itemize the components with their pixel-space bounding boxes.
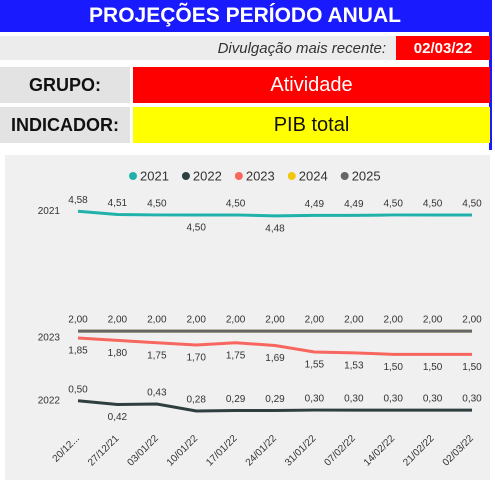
data-label: 0,29 — [226, 394, 246, 405]
data-label: 4,50 — [383, 199, 403, 210]
data-label: 1,50 — [462, 362, 482, 373]
data-label: 2,00 — [147, 315, 167, 326]
group-label: GRUPO: — [0, 67, 130, 103]
data-label: 0,42 — [108, 412, 128, 423]
data-label: 4,58 — [68, 195, 88, 206]
data-label: 4,50 — [226, 199, 246, 210]
data-label: 4,49 — [305, 199, 325, 210]
series-line — [77, 336, 472, 356]
data-label: 0,30 — [462, 394, 482, 405]
data-label: 2,00 — [226, 315, 246, 326]
data-label: 2,00 — [108, 315, 128, 326]
legend-marker — [129, 172, 137, 180]
data-label: 4,48 — [265, 224, 285, 235]
legend-label: 2021 — [140, 168, 169, 183]
chart-background — [5, 155, 490, 480]
data-label: 2,00 — [305, 315, 325, 326]
release-label: Divulgação mais recente: — [217, 39, 386, 57]
data-label: 1,69 — [265, 353, 285, 364]
data-label: 4,50 — [186, 223, 206, 234]
data-label: 1,70 — [186, 353, 206, 364]
data-label: 1,55 — [305, 360, 325, 371]
data-label: 0,30 — [305, 394, 325, 405]
data-label: 2,00 — [265, 315, 285, 326]
data-label: 1,85 — [68, 346, 88, 357]
side-label: 2022 — [38, 395, 61, 406]
indicator-value[interactable]: PIB total — [133, 107, 490, 143]
data-label: 4,50 — [147, 199, 167, 210]
data-label: 4,49 — [344, 199, 364, 210]
legend-label: 2023 — [246, 168, 275, 183]
release-date: 02/03/22 — [396, 36, 490, 60]
side-label: 2023 — [38, 333, 61, 344]
data-label: 1,75 — [226, 350, 246, 361]
group-value[interactable]: Atividade — [133, 67, 490, 103]
data-label: 1,80 — [108, 348, 128, 359]
legend-label: 2025 — [352, 168, 381, 183]
legend-marker — [340, 172, 349, 180]
data-label: 2,00 — [423, 315, 443, 326]
data-label: 2,00 — [344, 315, 364, 326]
data-label: 0,50 — [68, 384, 88, 395]
side-label: 2021 — [38, 206, 61, 217]
chart: 2021 2022 2023 2024 202520212023202220/12...… — [5, 155, 490, 480]
legend-label: 2022 — [193, 168, 222, 183]
legend-marker — [287, 172, 296, 180]
series-line — [77, 399, 472, 413]
data-label: 0,29 — [265, 394, 285, 405]
data-label: 1,53 — [344, 361, 364, 372]
data-label: 0,28 — [186, 395, 206, 406]
data-label: 0,30 — [383, 394, 403, 405]
indicator-label: INDICADOR: — [0, 107, 130, 143]
legend-marker — [234, 172, 243, 180]
data-label: 2,00 — [462, 315, 482, 326]
series-line — [77, 209, 472, 218]
data-label: 0,30 — [344, 394, 364, 405]
data-label: 2,00 — [68, 315, 88, 326]
data-label: 4,50 — [423, 199, 443, 210]
border — [489, 0, 492, 150]
data-label: 4,50 — [462, 199, 482, 210]
data-label: 1,50 — [423, 362, 443, 373]
data-label: 1,50 — [383, 362, 403, 373]
title: PROJEÇÕES PERÍODO ANUAL — [0, 0, 490, 32]
legend-marker — [181, 172, 190, 180]
data-label: 1,75 — [147, 350, 167, 361]
data-label: 4,51 — [108, 198, 128, 209]
data-label: 0,43 — [147, 388, 167, 399]
data-label: 2,00 — [186, 315, 206, 326]
legend-label: 2024 — [299, 168, 328, 183]
data-label: 0,30 — [423, 394, 443, 405]
data-label: 2,00 — [383, 315, 403, 326]
